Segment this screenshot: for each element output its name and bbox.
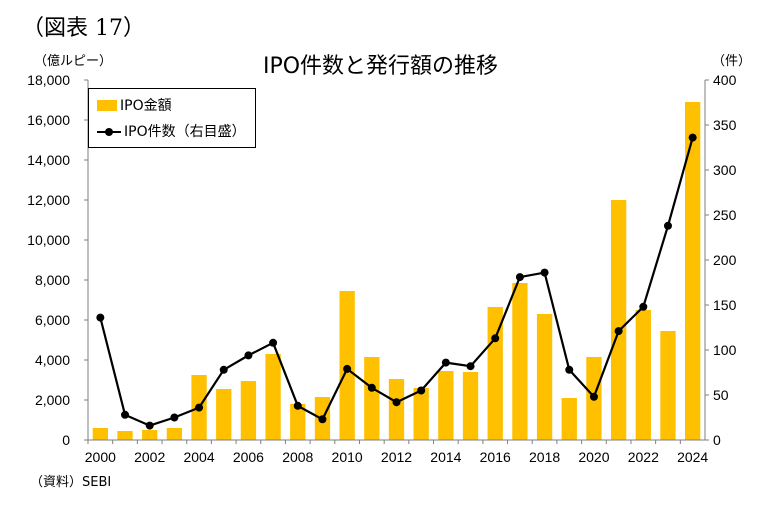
right-tick-label: 0 (713, 432, 721, 448)
x-tick-label: 2022 (628, 449, 659, 465)
left-tick-label: 4,000 (35, 352, 70, 368)
left-axis-unit: （億ルピー） (34, 54, 113, 69)
figure-label: （図表 17） (22, 16, 145, 41)
bar-2011 (364, 357, 380, 440)
ipo-count-point-2019 (565, 365, 574, 374)
right-tick-label: 400 (713, 72, 737, 88)
ipo-count-point-2010 (343, 364, 352, 373)
bar-2003 (166, 428, 183, 440)
x-tick-label: 2016 (480, 449, 511, 465)
ipo-count-point-2011 (367, 383, 376, 392)
bar-2021 (610, 200, 627, 440)
legend-label-count: IPO件数（右目盛） (124, 124, 246, 140)
ipo-count-point-2009 (318, 415, 327, 424)
bar-2023 (660, 331, 676, 440)
right-tick-label: 300 (713, 162, 737, 178)
left-tick-label: 8,000 (35, 272, 70, 288)
bar-2008 (290, 404, 306, 440)
ipo-count-point-2005 (219, 365, 228, 374)
bar-2000 (92, 428, 108, 440)
bar-2024 (685, 102, 701, 440)
ipo-count-point-2020 (589, 392, 598, 401)
bar-2014 (438, 371, 454, 440)
x-tick-label: 2006 (233, 449, 264, 465)
x-tick-label: 2008 (282, 449, 313, 465)
right-tick-label: 100 (713, 342, 737, 358)
right-tick-label: 350 (713, 117, 737, 133)
bar-2022 (635, 310, 651, 440)
left-tick-label: 0 (62, 432, 70, 448)
left-tick-label: 2,000 (35, 392, 70, 408)
left-tick-label: 10,000 (27, 232, 70, 248)
bar-2002 (142, 430, 158, 440)
ipo-count-point-2000 (96, 313, 105, 322)
bar-2006 (240, 381, 257, 440)
legend-bar-swatch (97, 99, 117, 111)
source-note: （資料）SEBI (30, 475, 112, 490)
right-tick-label: 150 (713, 297, 737, 313)
ipo-count-point-2016 (491, 334, 500, 343)
bar-2015 (462, 372, 479, 440)
x-tick-label: 2014 (430, 449, 461, 465)
ipo-count-point-2022 (639, 302, 648, 311)
bar-2019 (561, 398, 577, 440)
legend-item-count: IPO件数（右目盛） (97, 121, 246, 141)
x-tick-label: 2000 (85, 449, 116, 465)
bar-2016 (487, 307, 503, 440)
right-tick-label: 50 (713, 387, 729, 403)
ipo-count-point-2021 (614, 327, 623, 336)
legend: IPO金額 IPO件数（右目盛） (88, 88, 256, 148)
ipo-count-point-2018 (540, 268, 549, 277)
x-tick-label: 2004 (183, 449, 214, 465)
x-tick-label: 2024 (677, 449, 708, 465)
right-axis-unit: （件） (712, 54, 752, 69)
legend-label-amount: IPO金額 (120, 98, 172, 114)
right-tick-label: 200 (713, 252, 737, 268)
left-tick-label: 12,000 (27, 192, 70, 208)
ipo-count-point-2006 (244, 351, 253, 360)
ipo-count-point-2003 (170, 413, 179, 422)
left-tick-label: 14,000 (27, 152, 70, 168)
ipo-count-point-2004 (195, 403, 204, 412)
legend-line-swatch (97, 126, 121, 137)
ipo-count-point-2017 (515, 273, 524, 282)
legend-item-amount: IPO金額 (97, 95, 172, 115)
left-tick-label: 16,000 (27, 112, 70, 128)
bar-2013 (413, 388, 429, 440)
bar-2007 (265, 354, 281, 440)
bar-2017 (512, 283, 528, 440)
bar-2001 (117, 431, 133, 440)
x-tick-label: 2002 (134, 449, 165, 465)
ipo-count-point-2007 (269, 338, 278, 347)
ipo-count-point-2013 (417, 386, 426, 395)
left-tick-label: 6,000 (35, 312, 70, 328)
right-tick-label: 250 (713, 207, 737, 223)
bar-2012 (388, 379, 405, 440)
bar-2005 (216, 389, 232, 440)
ipo-count-point-2001 (121, 410, 130, 419)
ipo-count-point-2002 (145, 421, 154, 430)
ipo-count-point-2023 (663, 221, 672, 230)
ipo-count-point-2014 (441, 358, 450, 367)
x-tick-label: 2018 (529, 449, 560, 465)
ipo-count-point-2024 (688, 133, 697, 142)
chart-title: IPO件数と発行額の推移 (262, 54, 499, 79)
ipo-count-point-2015 (466, 362, 475, 371)
x-tick-label: 2012 (381, 449, 412, 465)
left-tick-label: 18,000 (27, 72, 70, 88)
ipo-count-point-2012 (392, 398, 401, 407)
bar-2018 (536, 314, 553, 440)
ipo-count-point-2008 (293, 401, 302, 410)
x-tick-label: 2020 (578, 449, 609, 465)
x-tick-label: 2010 (332, 449, 363, 465)
